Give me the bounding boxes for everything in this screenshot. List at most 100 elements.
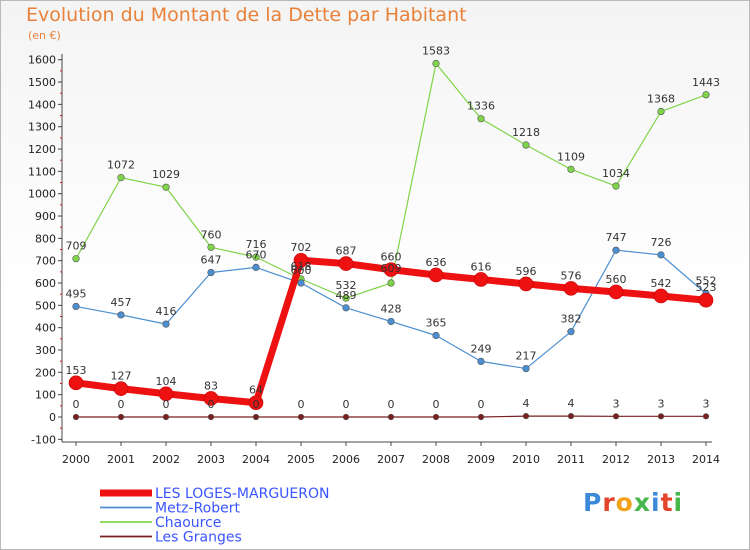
data-point	[522, 364, 530, 373]
data-point	[252, 413, 260, 421]
data-label: 127	[111, 370, 132, 383]
x-tick-label: 2012	[602, 453, 630, 466]
chart-title: Evolution du Montant de la Dette par Hab…	[26, 4, 467, 26]
data-label: 1072	[107, 159, 135, 172]
legend-label: Chaource	[155, 515, 221, 531]
data-label: 542	[651, 277, 672, 290]
data-point	[117, 413, 125, 421]
data-label: 3	[703, 397, 710, 410]
data-label: 249	[471, 342, 492, 355]
data-point	[428, 267, 444, 283]
data-label: 0	[478, 398, 485, 411]
y-tick-label: 1300	[28, 121, 56, 134]
data-point	[657, 413, 665, 420]
data-point	[252, 253, 260, 261]
data-label: 0	[343, 398, 350, 411]
data-labels-layer: 0 0 0 0 0 0 0 0 0 0 4 4 3 3 3 709 1072 1029 760 716 532 1583 1…	[66, 45, 721, 411]
y-tick-label: 900	[35, 210, 56, 223]
logo-letter: t	[660, 488, 674, 517]
y-tick-label: 600	[35, 277, 56, 290]
data-point	[567, 413, 575, 420]
y-tick-label: 1600	[28, 54, 56, 67]
y-tick-label: 300	[35, 344, 56, 357]
x-tick-label: 2008	[422, 453, 450, 466]
data-label: 636	[426, 256, 447, 269]
data-point	[473, 272, 489, 287]
y-tick-label: 1100	[28, 165, 56, 178]
data-label: 1583	[422, 45, 450, 58]
logo-letter: o	[615, 488, 634, 517]
data-label: 104	[156, 375, 177, 388]
data-point	[612, 246, 620, 254]
x-tick-label: 2011	[557, 453, 585, 466]
y-tick-label: 700	[35, 255, 56, 268]
data-point	[162, 183, 170, 191]
data-label: 532	[336, 279, 357, 292]
data-point	[657, 107, 665, 116]
x-tick-label: 2009	[467, 453, 495, 466]
y-tick-label: 1200	[28, 143, 56, 156]
data-label: 382	[561, 313, 582, 326]
data-point	[342, 294, 350, 302]
data-label: 609	[381, 262, 402, 275]
data-point	[432, 413, 440, 421]
x-tick-label: 2013	[647, 453, 675, 466]
data-label: 457	[111, 296, 132, 309]
data-point	[612, 413, 620, 420]
y-tick-label: 200	[35, 366, 56, 379]
data-point	[477, 115, 485, 123]
data-point	[342, 304, 350, 312]
data-label: 600	[291, 264, 312, 277]
legend-label: Les Granges	[155, 530, 242, 546]
data-label: 3	[658, 397, 665, 410]
chart-unit-label: (en €)	[28, 29, 61, 42]
data-label: 716	[246, 238, 267, 251]
data-point	[207, 268, 215, 277]
data-point	[612, 182, 620, 190]
y-tick-label: -100	[31, 433, 56, 446]
data-label: 596	[516, 265, 537, 278]
series-layer	[68, 59, 714, 421]
x-tick-label: 2010	[512, 453, 540, 466]
data-point	[162, 320, 170, 328]
data-point	[113, 381, 129, 396]
y-tick-label: 500	[35, 299, 56, 312]
y-tick-label: 800	[35, 232, 56, 245]
y-tick-label: 1500	[28, 76, 56, 89]
data-label: 217	[516, 350, 537, 363]
legend-label: LES LOGES-MARGUERON	[155, 486, 329, 502]
data-label: 1336	[467, 100, 495, 113]
data-label: 1029	[152, 168, 180, 181]
data-label: 747	[606, 231, 627, 244]
y-tick-label: 1400	[28, 98, 56, 111]
data-point	[567, 328, 575, 336]
data-label: 576	[561, 269, 582, 282]
data-point	[387, 279, 395, 287]
data-point	[518, 276, 534, 292]
data-point	[252, 263, 260, 271]
data-point	[117, 311, 125, 319]
x-tick-label: 2002	[152, 453, 180, 466]
data-point	[608, 284, 624, 300]
data-label: 0	[253, 398, 260, 411]
data-point	[522, 141, 530, 149]
x-tick-label: 2004	[242, 453, 270, 466]
x-tick-label: 2006	[332, 453, 360, 466]
x-tick-label: 2000	[62, 453, 90, 466]
y-tick-label: 0	[49, 411, 56, 424]
data-label: 428	[381, 302, 402, 315]
data-point	[698, 292, 714, 308]
data-label: 1034	[602, 167, 630, 180]
data-label: 709	[66, 240, 87, 253]
data-point	[432, 59, 440, 68]
data-label: 687	[336, 245, 357, 258]
data-label: 0	[118, 398, 125, 411]
data-label: 660	[381, 251, 402, 264]
data-label: 760	[201, 228, 222, 241]
data-point	[702, 91, 710, 99]
data-point	[702, 413, 710, 420]
data-label: 0	[298, 398, 305, 411]
x-tick-label: 2003	[197, 453, 225, 466]
data-label: 489	[336, 289, 357, 302]
